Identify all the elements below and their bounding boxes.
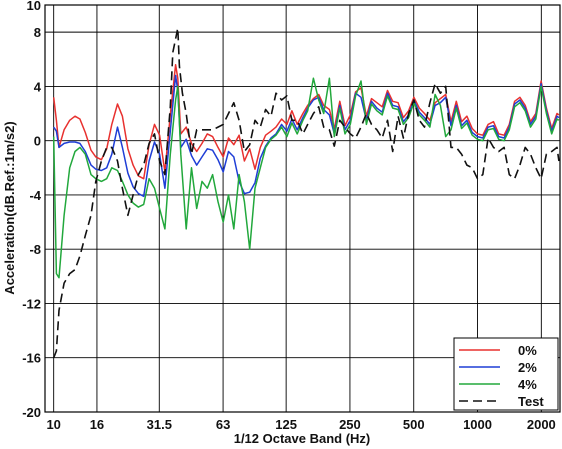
x-axis-title: 1/12 Octave Band (Hz) [234, 431, 371, 446]
legend: 0% 2% 4% Test [453, 337, 559, 411]
x-tick-label: 125 [275, 417, 297, 432]
x-tick-label: 250 [339, 417, 361, 432]
series-line-2 [52, 77, 560, 279]
x-tick-label: 1000 [463, 417, 492, 432]
tick-labels: 10 16 31.5 63 125 250 500 1000 2000 -20 -16 -12 -8 -4… [22, 0, 556, 432]
series-line-0 [52, 63, 560, 180]
series-lines [52, 27, 560, 358]
y-tick-label: 8 [34, 25, 41, 40]
y-tick-label: -16 [22, 351, 41, 366]
legend-label-2: 4% [518, 377, 537, 392]
y-tick-label: -8 [29, 242, 41, 257]
legend-label-1: 2% [518, 360, 537, 375]
x-tick-label: 500 [403, 417, 425, 432]
y-tick-label: -4 [29, 188, 41, 203]
plot-frame [44, 4, 561, 413]
y-tick-label: -12 [22, 296, 41, 311]
x-tick-label: 10 [46, 417, 60, 432]
y-tick-label: 0 [34, 134, 41, 149]
x-tick-label: 16 [90, 417, 104, 432]
series-line-3 [52, 27, 560, 358]
y-axis-title: Acceleration(dB.Ref.:1m/s2) [2, 121, 17, 294]
y-tick-label: 4 [34, 79, 42, 94]
x-tick-label: 63 [216, 417, 230, 432]
legend-label-3: Test [518, 394, 544, 409]
x-tick-label: 31.5 [147, 417, 172, 432]
y-tick-label: 10 [27, 0, 41, 13]
x-tick-label: 2000 [527, 417, 556, 432]
y-tick-label: -20 [22, 405, 41, 420]
legend-label-0: 0% [518, 343, 537, 358]
